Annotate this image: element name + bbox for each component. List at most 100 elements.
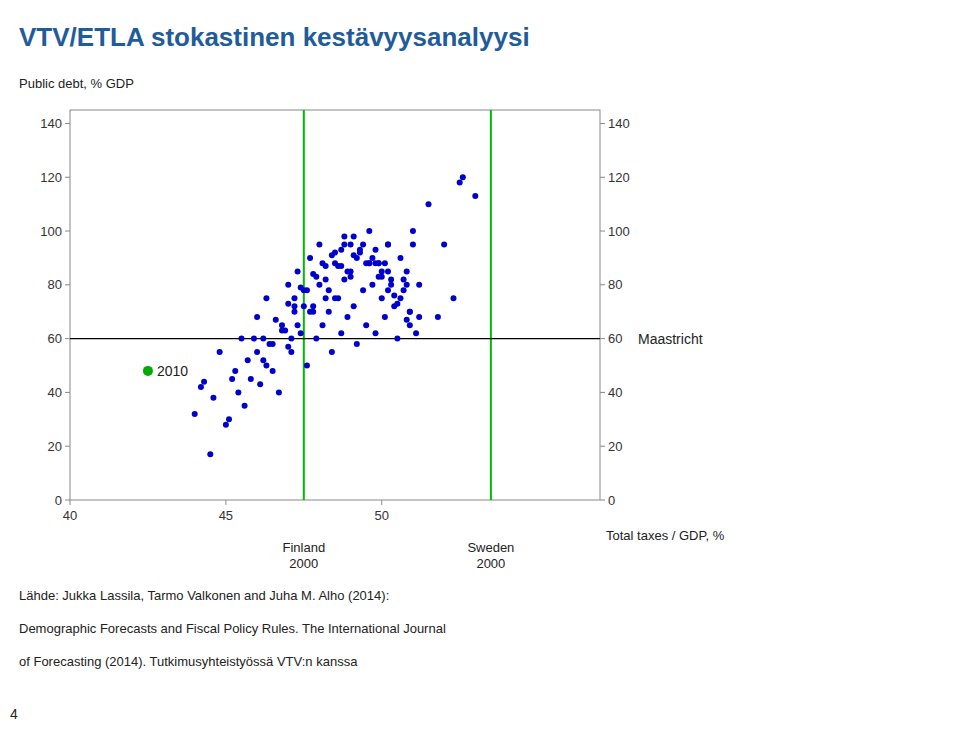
- scatter-point: [307, 309, 313, 315]
- scatter-point: [407, 322, 413, 328]
- scatter-point: [251, 336, 257, 342]
- x-tick: [225, 500, 226, 505]
- page-number: 4: [10, 706, 18, 722]
- scatter-point: [192, 411, 198, 417]
- scatter-point: [366, 228, 372, 234]
- y-tick-label: 20: [48, 439, 62, 454]
- reference-line: [70, 338, 600, 339]
- scatter-point: [379, 268, 385, 274]
- scatter-point: [394, 301, 400, 307]
- point-label: 2010: [157, 363, 188, 379]
- scatter-point: [426, 201, 432, 207]
- scatter-point: [226, 416, 232, 422]
- scatter-point: [472, 193, 478, 199]
- scatter-point: [404, 268, 410, 274]
- text-line: Sweden: [467, 540, 514, 555]
- scatter-point: [279, 328, 285, 334]
- scatter-point: [410, 228, 416, 234]
- scatter-point: [407, 309, 413, 315]
- x-axis-label: Total taxes / GDP, %: [606, 528, 725, 543]
- scatter-point: [267, 341, 273, 347]
- scatter-point: [394, 336, 400, 342]
- scatter-point: [326, 287, 332, 293]
- y2-tick-label: 20: [608, 439, 622, 454]
- plot-area: [70, 110, 600, 500]
- y2-tick: [600, 500, 605, 501]
- y2-tick-label: 40: [608, 385, 622, 400]
- scatter-point: [323, 276, 329, 282]
- scatter-point: [285, 301, 291, 307]
- scatter-point: [388, 276, 394, 282]
- scatter-point: [229, 376, 235, 382]
- scatter-point: [329, 252, 335, 258]
- scatter-point: [397, 295, 403, 301]
- scatter-point: [341, 276, 347, 282]
- scatter-point: [354, 341, 360, 347]
- y-tick: [65, 177, 70, 178]
- scatter-point: [341, 233, 347, 239]
- y2-tick-label: 60: [608, 331, 622, 346]
- scatter-point: [279, 322, 285, 328]
- scatter-point: [288, 336, 294, 342]
- plot-frame: [70, 110, 600, 500]
- scatter-point: [348, 274, 354, 280]
- scatter-point: [248, 376, 254, 382]
- scatter-point: [460, 174, 466, 180]
- chart: VTV/ETLA stokastinen kestävyysanalyysiPu…: [0, 0, 959, 729]
- scatter-point: [143, 366, 153, 376]
- scatter-point: [254, 314, 260, 320]
- scatter-point: [435, 314, 441, 320]
- y-tick-label: 100: [40, 224, 62, 239]
- scatter-point: [416, 314, 422, 320]
- scatter-point: [382, 260, 388, 266]
- scatter-point: [369, 282, 375, 288]
- y-tick-label: 40: [48, 385, 62, 400]
- y2-tick: [600, 284, 605, 285]
- scatter-point: [238, 336, 244, 342]
- scatter-point: [329, 349, 335, 355]
- scatter-point: [316, 241, 322, 247]
- scatter-point: [338, 330, 344, 336]
- y2-tick-label: 80: [608, 277, 622, 292]
- scatter-point: [391, 293, 397, 299]
- y-tick-label: 60: [48, 331, 62, 346]
- scatter-point: [242, 403, 248, 409]
- scatter-point: [401, 276, 407, 282]
- scatter-point: [257, 381, 263, 387]
- x-tick-label: 50: [375, 508, 389, 523]
- scatter-point: [457, 180, 463, 186]
- scatter-point: [413, 330, 419, 336]
- scatter-point: [295, 322, 301, 328]
- scatter-point: [254, 349, 260, 355]
- reference-line-label: Finland2000: [283, 540, 326, 571]
- scatter-point: [295, 268, 301, 274]
- scatter-point: [385, 287, 391, 293]
- y2-tick: [600, 231, 605, 232]
- scatter-point: [338, 247, 344, 253]
- reference-line-label: Maastricht: [638, 331, 703, 347]
- scatter-point: [351, 252, 357, 258]
- scatter-point: [373, 247, 379, 253]
- y2-tick: [600, 446, 605, 447]
- scatter-point: [388, 282, 394, 288]
- y-tick: [65, 338, 70, 339]
- scatter-point: [407, 309, 413, 315]
- scatter-point: [304, 287, 310, 293]
- y2-tick: [600, 177, 605, 178]
- scatter-point: [351, 233, 357, 239]
- scatter-point: [363, 322, 369, 328]
- scatter-point: [416, 282, 422, 288]
- title: VTV/ETLA stokastinen kestävyysanalyysi: [19, 22, 530, 52]
- y-tick: [65, 500, 70, 501]
- scatter-point: [369, 255, 375, 261]
- scatter-point: [404, 317, 410, 323]
- scatter-point: [385, 241, 391, 247]
- scatter-point: [304, 363, 310, 369]
- y-tick-label: 80: [48, 277, 62, 292]
- scatter-point: [320, 260, 326, 266]
- scatter-point: [276, 389, 282, 395]
- scatter-point: [245, 357, 251, 363]
- footnote: of Forecasting (2014). Tutkimusyhteistyö…: [19, 654, 358, 669]
- scatter-point: [385, 268, 391, 274]
- scatter-point: [441, 241, 447, 247]
